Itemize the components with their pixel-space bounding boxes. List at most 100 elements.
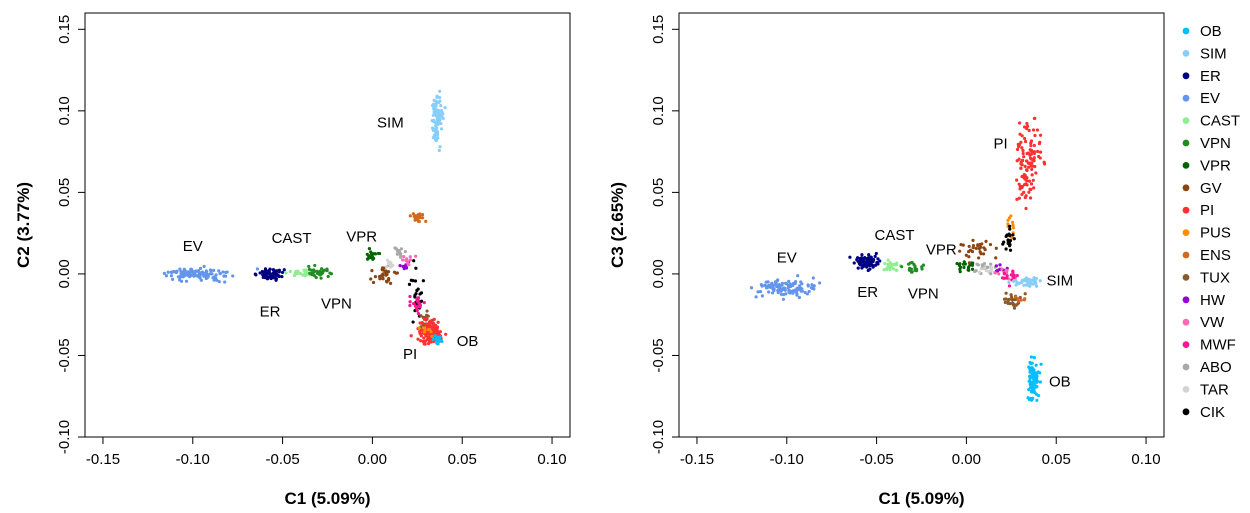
data-point bbox=[1023, 182, 1027, 187]
data-point bbox=[412, 302, 416, 306]
data-point bbox=[1031, 396, 1035, 400]
data-point bbox=[420, 213, 425, 217]
data-point bbox=[418, 321, 422, 325]
data-point bbox=[1042, 162, 1047, 166]
data-point bbox=[876, 257, 880, 261]
data-point bbox=[388, 264, 392, 268]
data-point bbox=[398, 264, 402, 268]
plot-frame bbox=[84, 12, 571, 438]
data-point bbox=[777, 283, 781, 287]
data-point bbox=[439, 108, 444, 113]
data-point bbox=[971, 238, 975, 242]
y-tick-label: -0.05 bbox=[56, 338, 73, 372]
data-point bbox=[955, 261, 959, 266]
cluster-label-er: ER bbox=[260, 303, 281, 320]
cluster-label-pi: PI bbox=[993, 135, 1007, 152]
data-point bbox=[435, 122, 440, 126]
data-point bbox=[988, 242, 993, 247]
data-point bbox=[284, 271, 288, 275]
series-ens bbox=[1014, 295, 1027, 303]
legend-label: SIM bbox=[1200, 45, 1227, 62]
data-point bbox=[971, 246, 975, 250]
data-point bbox=[174, 270, 178, 274]
data-point bbox=[1033, 133, 1037, 138]
data-point bbox=[385, 280, 389, 284]
x-tick-label: -0.10 bbox=[176, 451, 210, 468]
data-point bbox=[418, 292, 422, 296]
data-point bbox=[756, 290, 760, 294]
data-point bbox=[1006, 222, 1010, 226]
data-point bbox=[417, 219, 421, 224]
data-point bbox=[889, 265, 893, 269]
data-point bbox=[979, 267, 983, 271]
data-point bbox=[1009, 214, 1013, 218]
data-point bbox=[408, 300, 412, 304]
data-point bbox=[399, 247, 403, 251]
data-point bbox=[873, 263, 878, 267]
series-vpn bbox=[307, 263, 333, 280]
data-point bbox=[787, 279, 791, 283]
data-point bbox=[1032, 368, 1036, 372]
data-point bbox=[989, 262, 993, 266]
data-point bbox=[770, 281, 774, 285]
data-point bbox=[910, 260, 914, 265]
data-point bbox=[169, 274, 174, 278]
data-point bbox=[957, 263, 961, 267]
series-mwf bbox=[1000, 269, 1019, 288]
legend-marker bbox=[1182, 251, 1190, 259]
data-point bbox=[920, 265, 924, 269]
data-point bbox=[369, 277, 373, 281]
data-point bbox=[962, 265, 966, 270]
data-point bbox=[253, 272, 257, 276]
legend-item-tar: TAR bbox=[1182, 381, 1229, 398]
data-point bbox=[1033, 378, 1037, 383]
data-point bbox=[1018, 187, 1022, 191]
data-point bbox=[1012, 275, 1016, 280]
data-point bbox=[865, 257, 870, 262]
legend-label: MWF bbox=[1200, 337, 1236, 354]
data-point bbox=[1015, 197, 1019, 201]
y-tick-label: 0.00 bbox=[650, 259, 667, 288]
data-point bbox=[416, 337, 420, 341]
data-point bbox=[395, 248, 400, 253]
x-axis-title: C1 (5.09%) bbox=[879, 489, 965, 508]
data-point bbox=[1015, 178, 1019, 182]
data-point bbox=[273, 276, 277, 280]
legend-marker bbox=[1182, 408, 1190, 416]
data-point bbox=[429, 330, 433, 334]
data-point bbox=[878, 259, 882, 263]
data-point bbox=[888, 268, 892, 272]
data-point bbox=[970, 249, 975, 254]
data-point bbox=[189, 267, 193, 271]
data-point bbox=[441, 116, 445, 120]
data-point bbox=[431, 322, 435, 326]
data-point bbox=[873, 254, 877, 259]
data-point bbox=[421, 339, 425, 343]
cluster-label-sim: SIM bbox=[1046, 272, 1073, 289]
data-point bbox=[423, 328, 427, 333]
data-point bbox=[411, 320, 415, 324]
data-point bbox=[1022, 155, 1026, 159]
data-point bbox=[179, 279, 184, 283]
data-point bbox=[1008, 248, 1013, 252]
data-point bbox=[422, 342, 426, 346]
data-point bbox=[975, 262, 979, 266]
legend-marker bbox=[1182, 184, 1190, 192]
data-point bbox=[1033, 164, 1037, 169]
data-point bbox=[418, 215, 423, 220]
legend-marker bbox=[1182, 162, 1190, 169]
cluster-label-ev: EV bbox=[777, 250, 797, 267]
data-point bbox=[749, 286, 754, 290]
data-point bbox=[989, 272, 993, 276]
data-point bbox=[408, 303, 412, 308]
data-point bbox=[1002, 297, 1007, 301]
legend-label: TAR bbox=[1200, 381, 1229, 398]
data-point bbox=[1035, 398, 1039, 402]
data-point bbox=[1014, 303, 1018, 307]
data-point bbox=[967, 255, 971, 259]
legend-marker bbox=[1182, 386, 1190, 393]
legend-label: ER bbox=[1200, 68, 1221, 85]
data-point bbox=[1024, 206, 1028, 211]
data-point bbox=[430, 126, 435, 130]
